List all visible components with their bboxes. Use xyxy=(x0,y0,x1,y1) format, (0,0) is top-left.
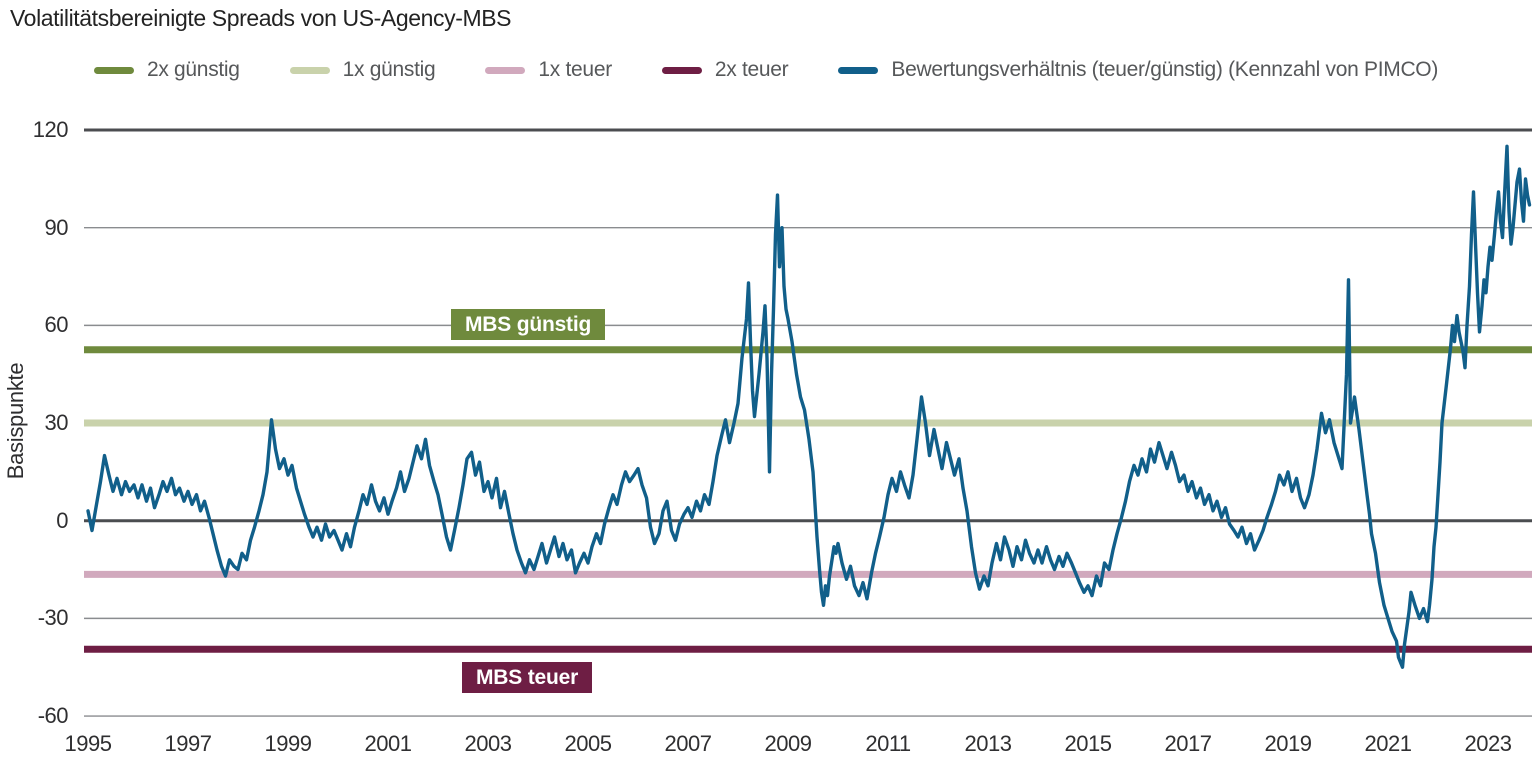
legend-item-1x-guenstig: 1x günstig xyxy=(289,58,436,82)
x-tick-label-2023: 2023 xyxy=(1464,731,1512,756)
legend-label: 1x teuer xyxy=(538,58,612,81)
x-tick-label-2017: 2017 xyxy=(1164,731,1212,756)
chart-title: Volatilitätsbereinigte Spreads von US-Ag… xyxy=(10,5,512,31)
legend-swatch-2x-guenstig xyxy=(93,66,134,74)
y-tick-label-0: 0 xyxy=(56,507,68,533)
y-tick-label-60: 60 xyxy=(44,312,69,338)
y-tick-label-90: 90 xyxy=(44,214,69,240)
x-tick-label-2021: 2021 xyxy=(1364,731,1412,756)
legend-item-1x-teuer: 1x teuer xyxy=(485,58,612,82)
legend-swatch-1x-guenstig xyxy=(289,66,330,74)
legend-swatch-2x-teuer xyxy=(661,66,702,74)
x-tick-label-2015: 2015 xyxy=(1064,731,1112,756)
legend-item-2x-guenstig: 2x günstig xyxy=(93,58,240,82)
annotation-mbs-teuer: MBS teuer xyxy=(462,662,593,693)
legend: 2x günstig 1x günstig 1x teuer 2x teuer … xyxy=(0,55,1532,85)
legend-item-bewertungsverhaeltnis: Bewertungsverhältnis (teuer/günstig) (Ke… xyxy=(838,58,1438,82)
annotation-mbs-guenstig: MBS günstig xyxy=(451,309,606,340)
x-tick-label-1995: 1995 xyxy=(64,731,112,756)
legend-label: 1x günstig xyxy=(342,58,436,81)
x-tick-label-1999: 1999 xyxy=(264,731,312,756)
x-tick-label-1997: 1997 xyxy=(164,731,212,756)
legend-swatch-1x-teuer xyxy=(485,66,526,74)
y-tick-label-120: 120 xyxy=(32,117,69,143)
y-tick-label--30: -30 xyxy=(37,605,69,631)
x-tick-label-2001: 2001 xyxy=(364,731,412,756)
x-tick-label-2013: 2013 xyxy=(964,731,1012,756)
x-tick-label-2011: 2011 xyxy=(865,731,911,756)
legend-item-2x-teuer: 2x teuer xyxy=(661,58,789,82)
legend-label: 2x günstig xyxy=(146,58,240,81)
legend-label: Bewertungsverhältnis (teuer/günstig) (Ke… xyxy=(891,58,1439,81)
legend-swatch-bewertungsverhaeltnis xyxy=(838,66,879,74)
legend-label: 2x teuer xyxy=(714,58,789,81)
y-tick-label--60: -60 xyxy=(37,703,69,729)
x-tick-label-2005: 2005 xyxy=(564,731,612,756)
x-tick-label-2009: 2009 xyxy=(764,731,812,756)
x-tick-label-2007: 2007 xyxy=(664,731,712,756)
y-tick-label-30: 30 xyxy=(44,410,69,436)
x-tick-label-2003: 2003 xyxy=(464,731,512,756)
series-line-bewertungsverhaeltnis xyxy=(86,144,1532,669)
x-tick-label-2019: 2019 xyxy=(1264,731,1312,756)
